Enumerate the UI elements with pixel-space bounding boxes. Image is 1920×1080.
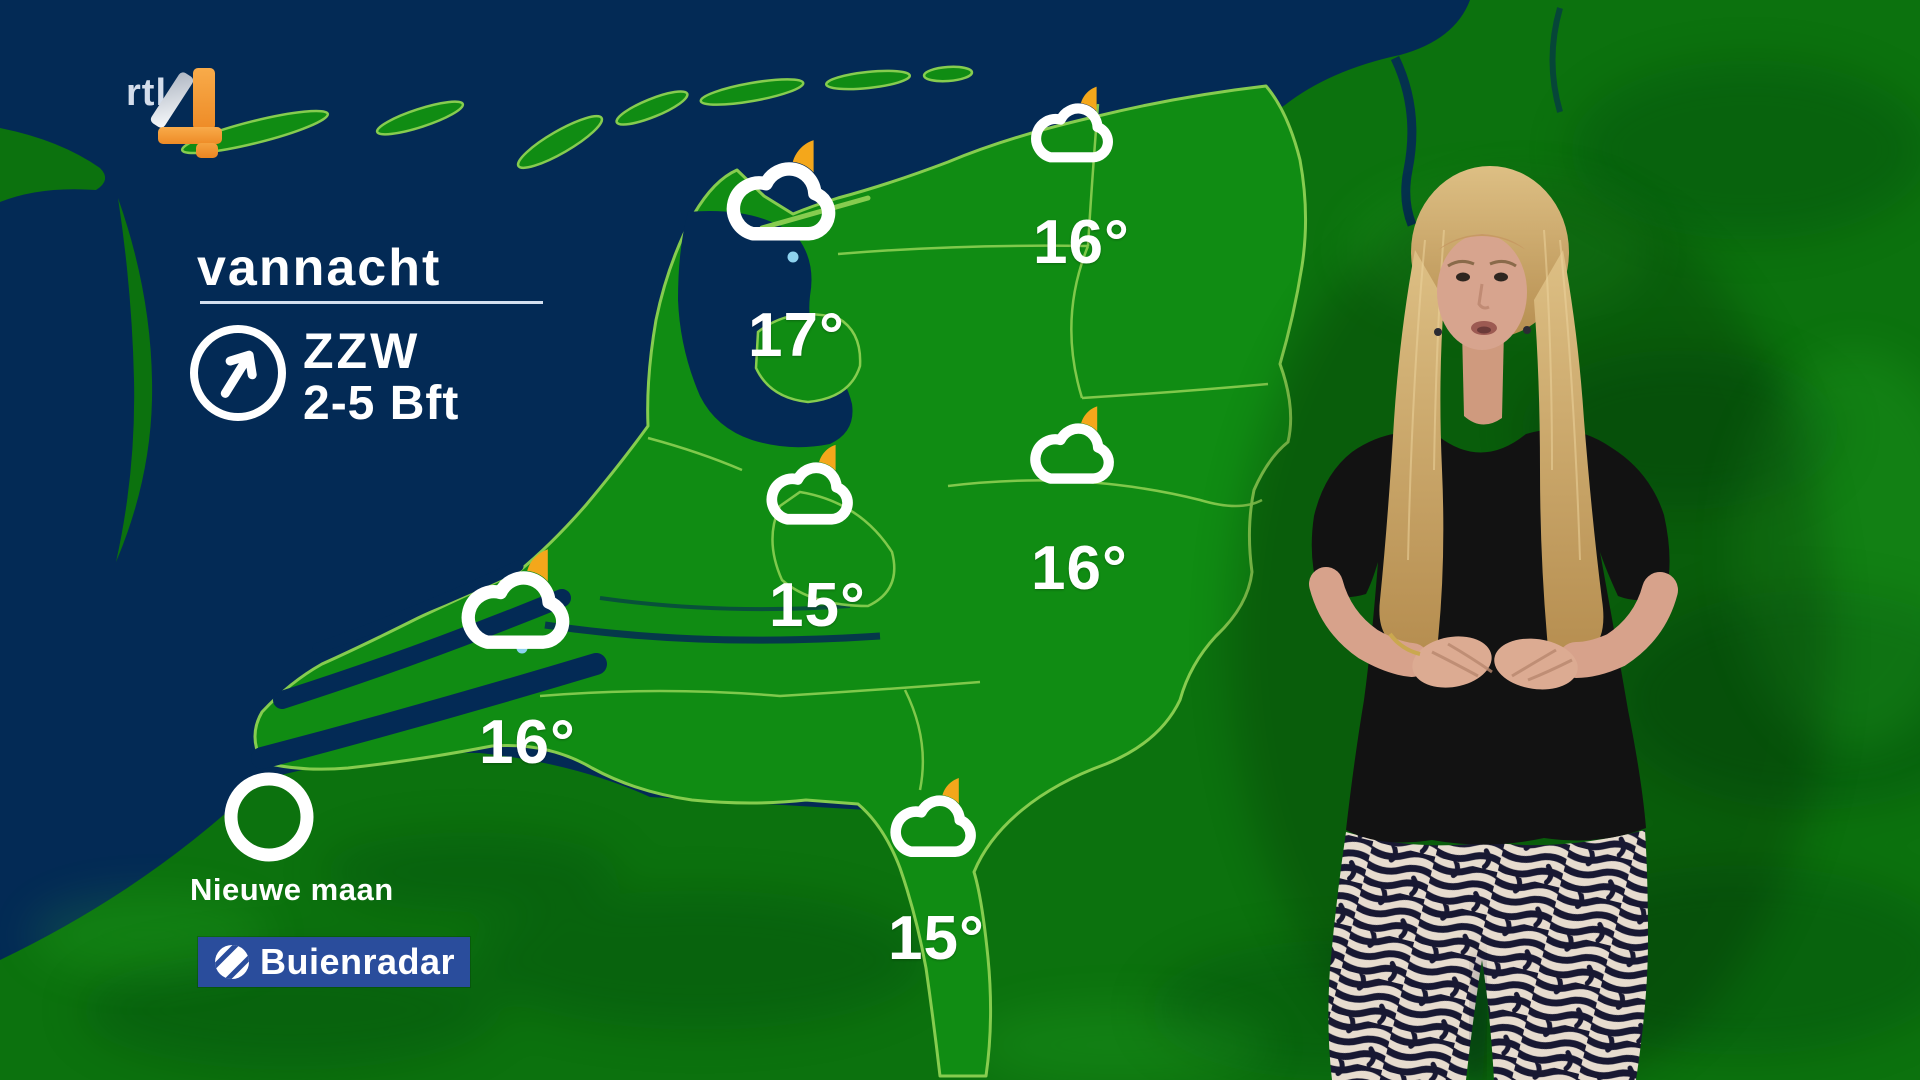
city-dot bbox=[787, 251, 799, 263]
buienradar-icon bbox=[215, 945, 249, 979]
wind-direction-icon bbox=[190, 325, 286, 421]
rtl4-digit-bar bbox=[158, 127, 222, 144]
new-moon-icon bbox=[224, 772, 314, 862]
presenter bbox=[1230, 166, 1830, 1080]
rtl4-logo: rtl 4 bbox=[0, 0, 300, 200]
delta-channels bbox=[251, 560, 607, 769]
temperature-limburg: 15° bbox=[888, 904, 985, 973]
rtl4-digit-stem bbox=[193, 68, 215, 130]
temperature-groningen: 16° bbox=[1033, 208, 1130, 277]
temperature-zeeland: 16° bbox=[479, 708, 576, 777]
province-borders bbox=[539, 103, 1269, 791]
temperature-noord-holland: 17° bbox=[748, 301, 845, 370]
title-divider bbox=[200, 301, 543, 304]
temperature-oost-nederland: 16° bbox=[1031, 534, 1128, 603]
rtl4-digit-foot bbox=[196, 143, 218, 158]
presenter-facial-features bbox=[1434, 259, 1531, 336]
forecast-title: vannacht bbox=[197, 239, 442, 297]
presenter-pants bbox=[1328, 830, 1648, 1080]
wind-direction-label: ZZW bbox=[303, 323, 421, 379]
buienradar-wordmark: Buienradar bbox=[260, 941, 456, 982]
wind-force-label: 2-5 Bft bbox=[303, 377, 460, 430]
presenter-hands bbox=[1388, 632, 1578, 690]
temperature-midden-nederland: 15° bbox=[769, 571, 866, 640]
moon-phase-label: Nieuwe maan bbox=[190, 872, 394, 907]
buienradar-logo: Buienradar bbox=[198, 937, 470, 987]
channel-number: 4 bbox=[0, 0, 1, 1]
